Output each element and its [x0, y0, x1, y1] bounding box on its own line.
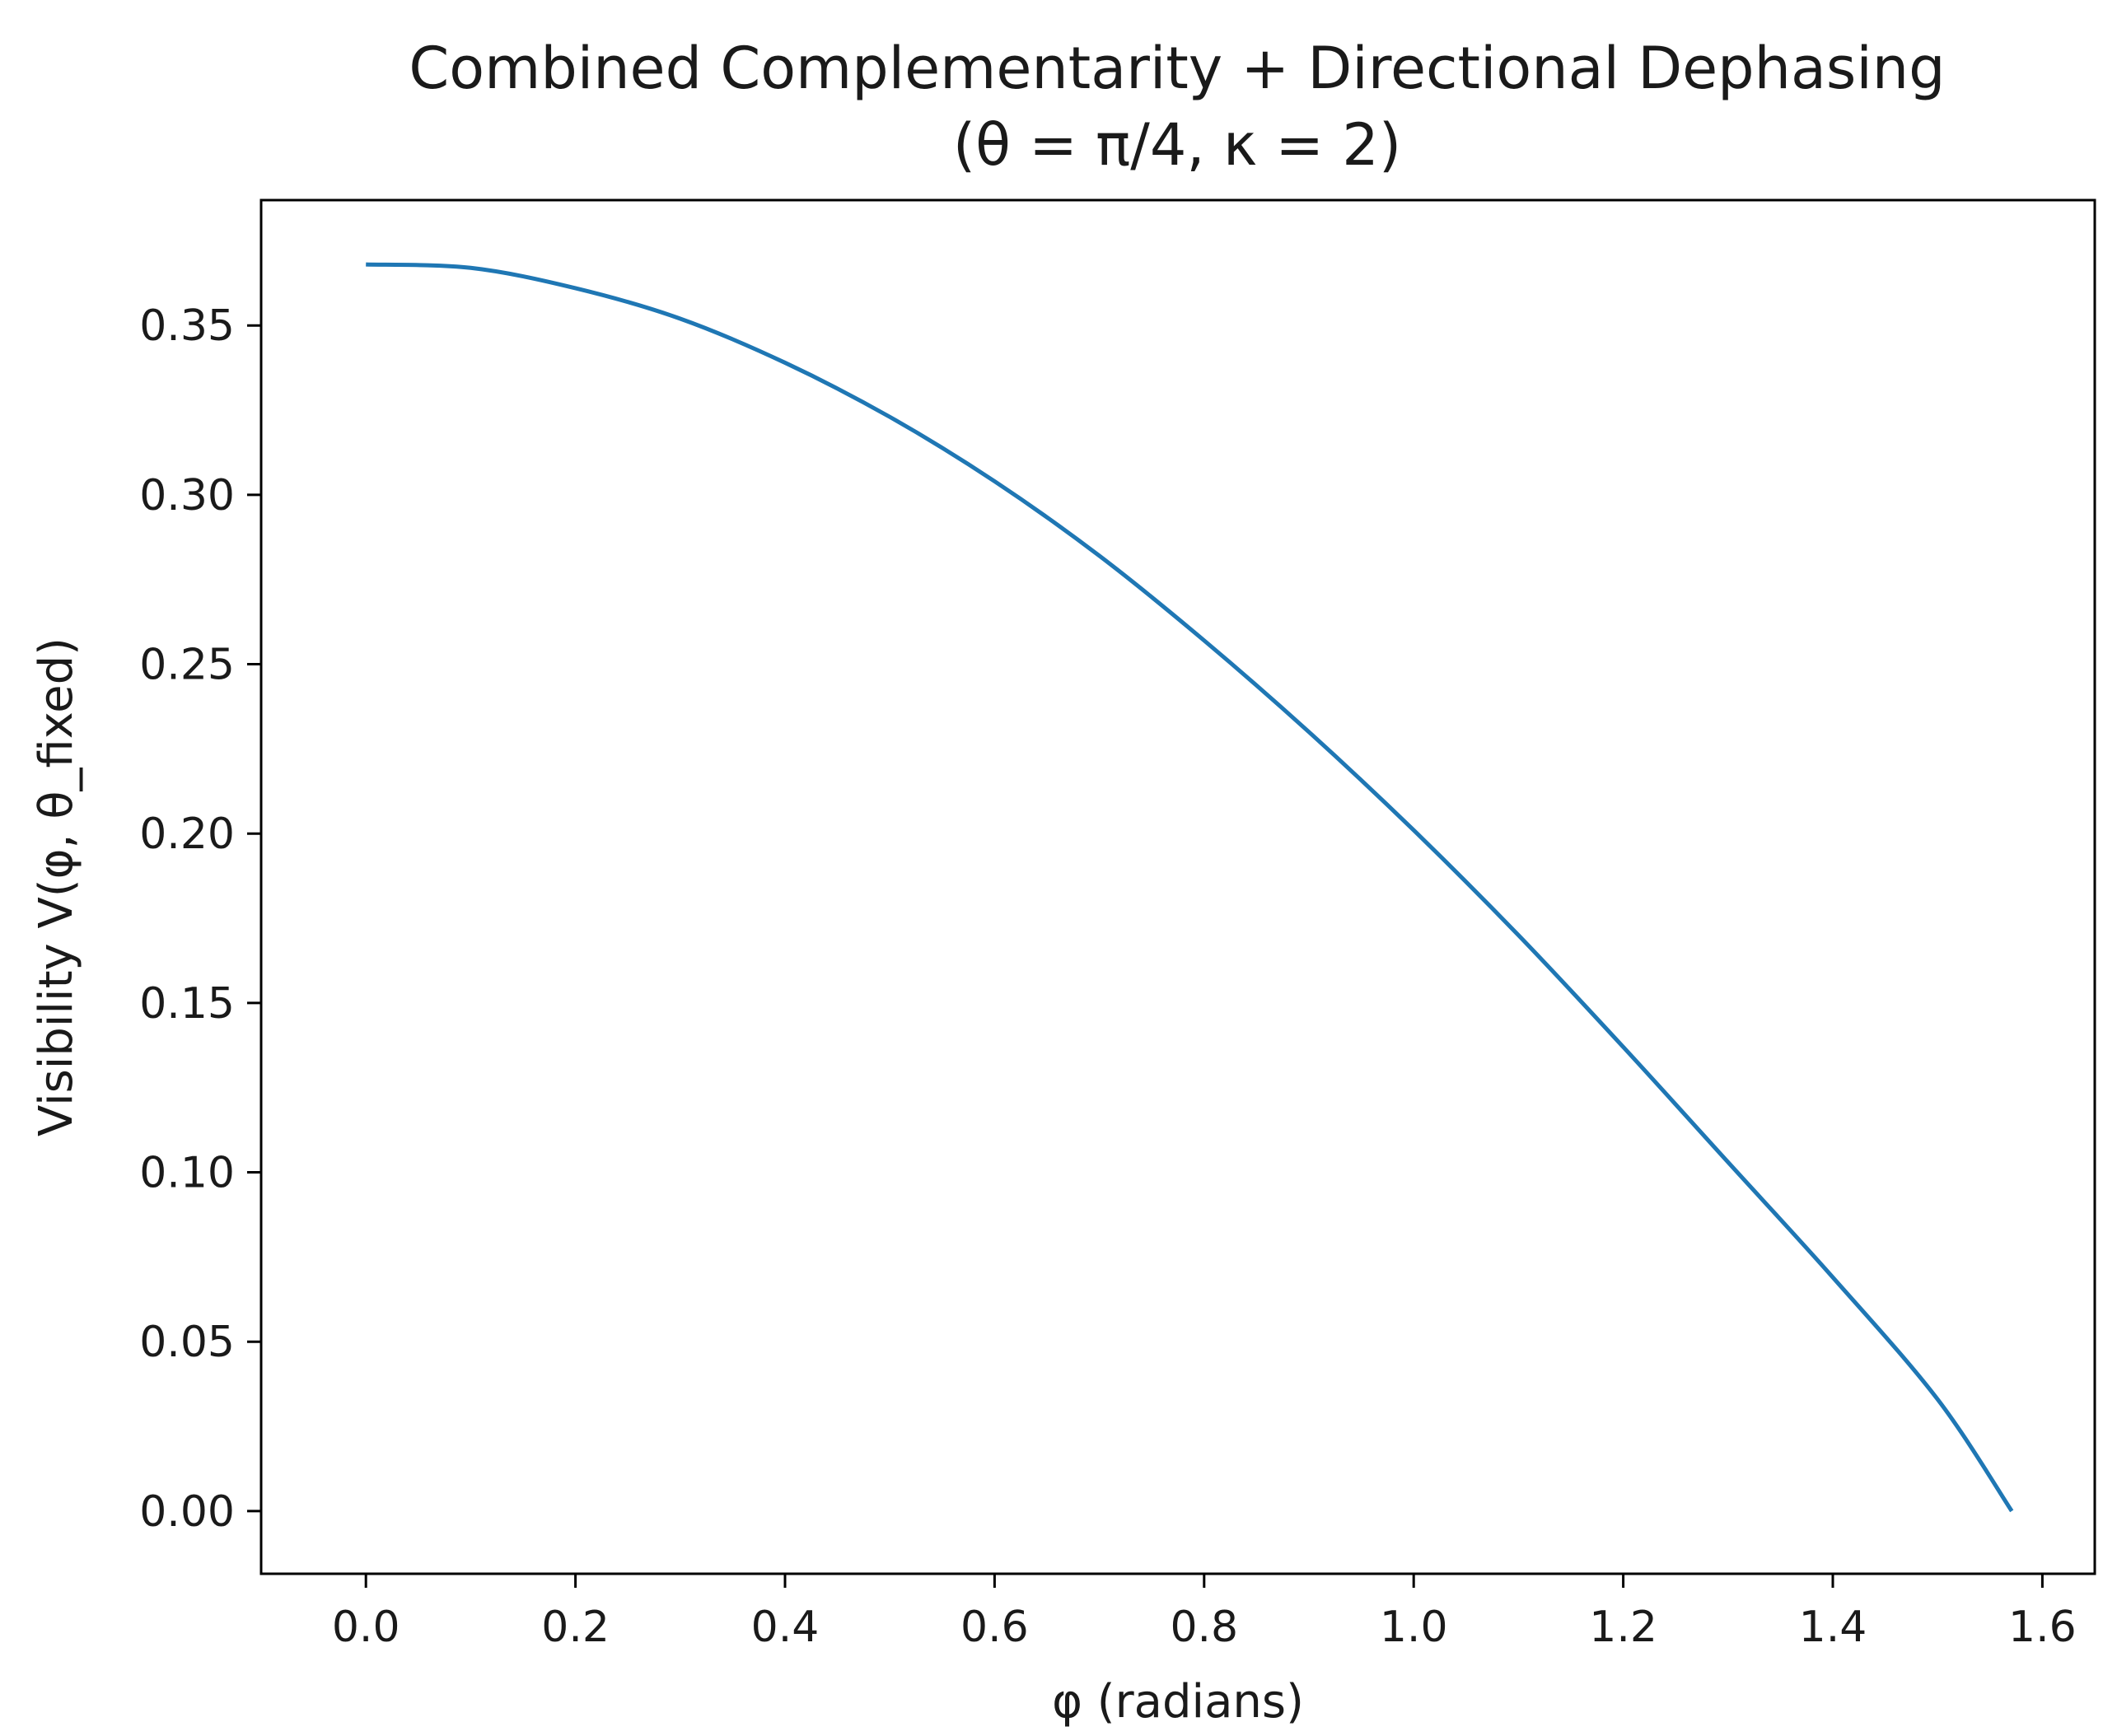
- y-tick-label: 0.05: [139, 1318, 235, 1367]
- y-axis-label: Visibility V(φ, θ_fixed): [30, 637, 83, 1136]
- series-layer: [366, 262, 2014, 1513]
- y-tick-label: 0.00: [139, 1487, 235, 1537]
- chart-subtitle: (θ = π/4, κ = 2): [953, 111, 1401, 179]
- y-tick-label: 0.35: [139, 301, 235, 351]
- x-tick-label: 0.6: [960, 1603, 1029, 1652]
- x-tick-label: 1.4: [1799, 1603, 1867, 1652]
- y-tick-label: 0.25: [139, 641, 235, 690]
- x-tick-label: 1.2: [1589, 1603, 1657, 1652]
- x-tick-label: 1.0: [1380, 1603, 1448, 1652]
- x-tick-label: 0.4: [751, 1603, 820, 1652]
- x-tick-label: 0.0: [332, 1603, 400, 1652]
- series-line: [366, 262, 2014, 1513]
- x-tick-label: 0.8: [1170, 1603, 1238, 1652]
- x-tick-label: 1.6: [2008, 1603, 2077, 1652]
- y-tick-label: 0.20: [139, 810, 235, 859]
- y-tick-label: 0.30: [139, 471, 235, 520]
- x-tick-label: 0.2: [541, 1603, 610, 1652]
- chart-title: Combined Complementarity + Directional D…: [409, 35, 1945, 102]
- y-tick-label: 0.15: [139, 979, 235, 1029]
- plot-area-frame: [259, 198, 2096, 1575]
- y-axis-ticks: 0.00 0.05 0.10 0.15 0.20 0.25 0.30 0.35: [139, 301, 261, 1537]
- y-tick-label: 0.10: [139, 1149, 235, 1198]
- x-axis-ticks: 0.0 0.2 0.4 0.6 0.8 1.0 1.2 1.4 1.6: [332, 1574, 2077, 1652]
- x-axis-label: φ (radians): [1052, 1675, 1304, 1729]
